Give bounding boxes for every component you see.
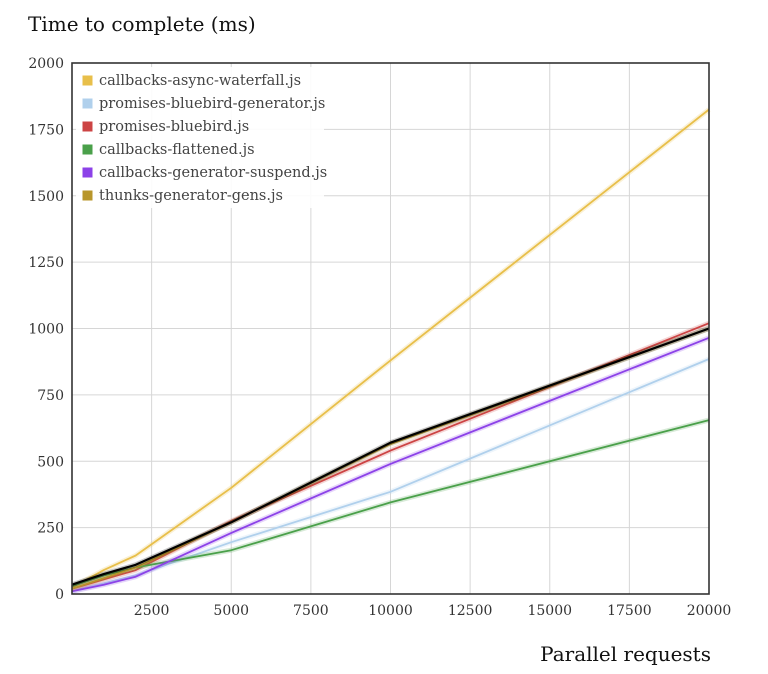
y-tick-label: 0 [55,587,64,603]
y-tick-label: 1000 [28,322,64,338]
series-lines [70,107,711,594]
legend-swatch [81,74,94,87]
y-tick-label: 2000 [28,56,64,72]
legend-label: promises-bluebird.js [99,119,249,135]
y-tick-label: 1500 [28,189,64,205]
x-axis-label: Parallel requests [540,642,711,666]
legend-swatch [81,143,94,156]
x-tick-label: 10000 [368,603,413,619]
x-axis-ticks: 2500 5000 7500 10000 12500 15000 17500 20000 [134,603,731,619]
series-line-0 [71,108,710,589]
legend-label: callbacks-generator-suspend.js [99,165,327,181]
x-tick-label: 17500 [607,603,652,619]
legend-swatch [81,189,94,202]
x-tick-label: 20000 [687,603,732,619]
series-line-4 [71,336,710,593]
legend-background [76,67,324,208]
x-tick-label: 2500 [134,603,170,619]
legend-label: callbacks-async-waterfall.js [99,73,301,89]
series-line-6 [71,327,710,586]
y-tick-label: 1250 [28,255,64,271]
x-tick-label: 15000 [527,603,572,619]
x-tick-label: 5000 [213,603,249,619]
legend-label: thunks-generator-gens.js [99,188,283,204]
y-tick-label: 1750 [28,122,64,138]
y-tick-label: 250 [37,521,64,537]
chart-title: Time to complete (ms) [28,12,256,36]
plot-frame [71,62,710,595]
legend-swatch [81,166,94,179]
series-line-3 [71,419,710,587]
legend-swatch [81,97,94,110]
legend-label: promises-bluebird-generator.js [99,96,325,112]
x-tick-label: 12500 [448,603,493,619]
y-tick-label: 750 [37,388,64,404]
legend-swatch [81,120,94,133]
x-tick-label: 7500 [293,603,329,619]
legend: callbacks-async-waterfall.js promises-blu… [76,67,327,208]
y-tick-label: 500 [37,454,64,470]
y-axis-ticks: 0 250 500 750 1000 1250 1500 1750 2000 [28,56,64,603]
legend-label: callbacks-flattened.js [99,142,255,158]
